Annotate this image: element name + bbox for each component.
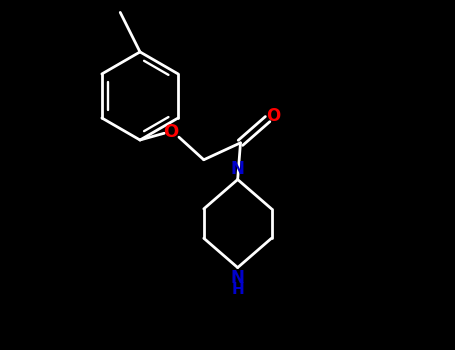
Text: N: N xyxy=(231,269,245,287)
Text: N: N xyxy=(231,160,245,178)
Text: O: O xyxy=(266,107,280,125)
Text: H: H xyxy=(231,281,244,296)
Text: O: O xyxy=(163,122,179,141)
